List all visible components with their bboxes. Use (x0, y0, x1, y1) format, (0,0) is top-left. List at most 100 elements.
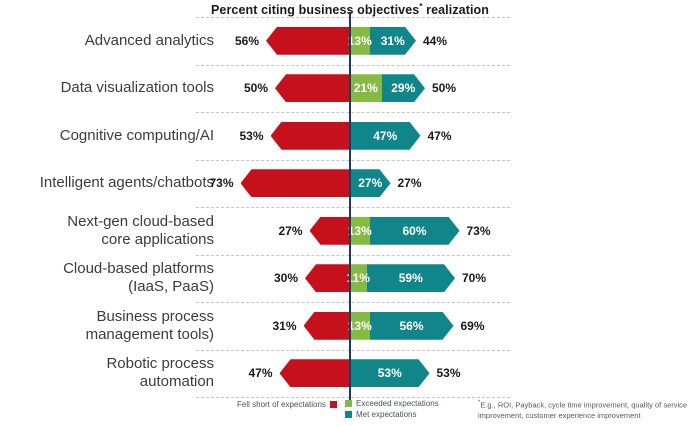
center-axis-line (349, 12, 351, 403)
bar-right-group (350, 359, 430, 387)
bar-met (367, 264, 456, 292)
bar-fell-short (305, 264, 350, 293)
category-label-line: Next-gen cloud-based (67, 212, 214, 230)
row-separator (196, 207, 510, 208)
bar-fell-short (279, 359, 350, 388)
row-separator (196, 64, 510, 66)
category-label-line: automation (139, 373, 214, 391)
bar-exceeded (350, 27, 370, 55)
category-label: Business process management tools) (0, 308, 214, 344)
category-label-line: Advanced analytics (84, 31, 214, 49)
bar-right-group (350, 122, 421, 150)
category-label: Advanced analytics (0, 32, 214, 50)
left-total-label: 56% (234, 33, 259, 48)
exceeded-value-label: 13% (347, 33, 372, 48)
met-value-label: 53% (377, 366, 402, 381)
bar-met (350, 122, 421, 150)
right-total-label: 70% (462, 271, 487, 286)
right-total-label: 53% (436, 366, 461, 381)
left-total-label: 73% (209, 176, 234, 191)
met-value-label: 47% (373, 128, 398, 143)
right-total-label: 69% (460, 318, 485, 333)
right-total-label: 27% (397, 176, 422, 191)
fell-short-swatch-icon (329, 401, 337, 408)
exceeded-value-label: 21% (353, 81, 378, 96)
bar-fell-short (303, 311, 350, 340)
met-value-label: 27% (358, 176, 383, 191)
category-label: Cloud-based platforms (IaaS, PaaS) (0, 260, 214, 296)
left-total-label: 53% (239, 128, 264, 143)
met-value-label: 60% (402, 223, 427, 238)
bar-met (370, 217, 460, 245)
legend-item-exceeded: Exceeded expectations (345, 399, 439, 408)
category-label-line: Business process (96, 307, 214, 325)
right-total-label: 73% (466, 223, 491, 238)
category-label-line: management tools) (85, 325, 214, 343)
legend-exceeded-label: Exceeded expectations (356, 399, 439, 408)
row-separator (196, 112, 510, 113)
legend-item-met: Met expectations (345, 410, 416, 419)
exceeded-value-label: 13% (347, 223, 372, 238)
met-value-label: 29% (391, 81, 416, 96)
chart-title: Percent citing business objectives* real… (190, 2, 510, 17)
bar-exceeded (350, 74, 382, 102)
row-separator (196, 302, 510, 303)
category-label-line: Cognitive computing/AI (59, 126, 214, 144)
bar-met (350, 359, 430, 387)
right-total-label: 47% (427, 128, 452, 143)
footnote-text: E.g., ROI, Payback, cycle time improveme… (478, 400, 688, 421)
left-total-label: 27% (278, 223, 303, 238)
bar-met (370, 27, 417, 55)
bar-right-group (350, 264, 455, 292)
category-label: Cognitive computing/AI (0, 127, 214, 145)
right-total-label: 50% (432, 81, 457, 96)
category-label: Intelligent agents/chatbots (0, 174, 214, 192)
row-separator (196, 159, 510, 161)
met-value-label: 31% (380, 33, 405, 48)
bar-met (370, 312, 454, 340)
footnote: *E.g., ROI, Payback, cycle time improvem… (478, 398, 696, 422)
row-separator (196, 397, 510, 398)
left-total-label: 31% (272, 318, 297, 333)
bar-right-group (350, 217, 460, 245)
bar-exceeded (350, 217, 370, 245)
exceeded-value-label: 13% (347, 318, 372, 333)
row-separator (196, 17, 510, 18)
exceeded-value-label: 11% (346, 271, 370, 286)
category-label-line: (IaaS, PaaS) (128, 278, 214, 296)
bar-fell-short (266, 26, 350, 55)
category-label-line: Cloud-based platforms (63, 260, 214, 278)
chart-title-text: Percent citing business objectives (210, 3, 420, 18)
category-label-line: Data visualization tools (60, 79, 214, 97)
left-total-label: 50% (243, 81, 268, 96)
legend-fell-short-label: Fell short of expectations (237, 400, 326, 409)
bar-exceeded (350, 312, 370, 340)
met-value-label: 56% (399, 318, 424, 333)
category-label-line: Intelligent agents/chatbots (39, 174, 214, 192)
chart-title-text-after: realization (422, 3, 490, 18)
row-separator (196, 349, 510, 351)
met-value-label: 59% (398, 271, 423, 286)
right-total-label: 44% (423, 33, 448, 48)
bar-right-group (350, 312, 454, 340)
chart-title-asterisk: * (419, 2, 423, 11)
left-total-label: 47% (248, 366, 273, 381)
legend-item-fell-short: Fell short of expectations (237, 400, 337, 409)
bar-fell-short (309, 216, 350, 245)
footnote-asterisk: * (478, 400, 481, 406)
bar-exceeded (350, 264, 367, 292)
bar-right-group (350, 27, 416, 55)
row-separator (196, 254, 510, 256)
left-total-label: 30% (273, 271, 298, 286)
category-label: Next-gen cloud-based core applications (0, 213, 214, 249)
category-label: Robotic process automation (0, 355, 214, 391)
category-label-line: core applications (101, 230, 214, 248)
bar-fell-short (275, 74, 350, 103)
bar-fell-short (240, 169, 350, 198)
legend-met-label: Met expectations (356, 410, 417, 419)
bar-fell-short (270, 121, 350, 150)
category-label: Data visualization tools (0, 79, 214, 97)
category-label-line: Robotic process (106, 355, 214, 373)
met-swatch-icon (345, 411, 352, 418)
